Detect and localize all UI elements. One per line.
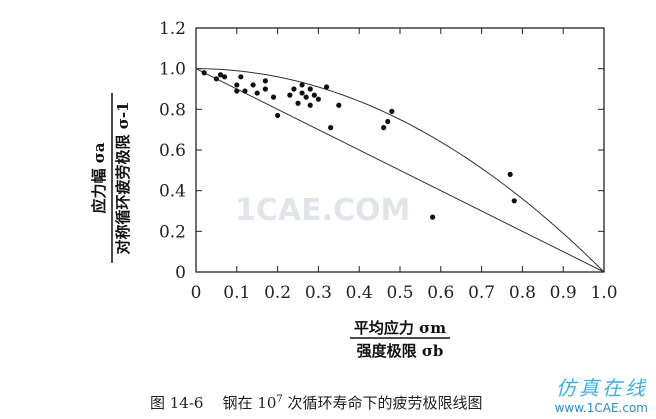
data-point [299, 82, 305, 88]
x-tick-label: 0.6 [427, 283, 454, 303]
data-point [511, 198, 517, 204]
scatter-points [201, 70, 517, 220]
brand-url: www.1CAE.com [554, 401, 648, 415]
data-point [311, 92, 317, 98]
data-point [295, 100, 301, 106]
x-tick-label: 0.9 [550, 283, 577, 303]
chart-axes [195, 27, 605, 273]
brand-watermark: 仿真在线 www.1CAE.com [555, 372, 648, 415]
data-point [213, 76, 219, 82]
y-tick-label: 0.2 [159, 222, 186, 242]
data-point [262, 86, 268, 92]
watermark-text: 1CAE.COM [235, 193, 410, 228]
caption-prefix: 图 14-6 [150, 394, 204, 412]
x-tick-labels: 0 0.1 0.2 0.3 0.4 0.5 0.6 0.7 0.8 0.9 1.0 [191, 283, 618, 303]
x-tick-label: 0.2 [264, 283, 291, 303]
data-point [299, 90, 305, 96]
data-point [303, 94, 309, 100]
data-point [328, 125, 334, 131]
data-point [250, 82, 256, 88]
data-point [275, 112, 281, 119]
y-tick-label: 0 [175, 263, 186, 283]
gerber-curve [196, 68, 605, 273]
data-point [381, 125, 387, 131]
x-tick-label: 0.5 [386, 283, 413, 303]
plot-frame [195, 27, 605, 273]
data-point [270, 94, 277, 100]
x-label-denominator: 强度极限 σb [357, 342, 444, 360]
data-point [262, 78, 268, 84]
data-point [221, 74, 228, 80]
data-point [254, 90, 260, 96]
data-point [242, 88, 248, 94]
y-tick-labels: 0 0.2 0.4 0.6 0.8 1.0 1.2 [159, 19, 186, 283]
data-point [389, 108, 395, 114]
x-tick-label: 0.8 [509, 283, 536, 303]
x-tick-label: 0 [191, 283, 202, 303]
x-tick-label: 0.1 [223, 283, 250, 303]
data-point [385, 118, 391, 125]
y-tick-label: 0.8 [159, 100, 186, 120]
x-label-numerator: 平均应力 σm [354, 319, 446, 337]
data-point [217, 72, 224, 78]
data-point [507, 171, 513, 177]
y-tick-label: 0.4 [159, 182, 186, 202]
caption-text-a: 钢在 10 [222, 394, 277, 412]
caption-text-b: 次循环寿命下的疲劳极限线图 [282, 394, 483, 412]
goodman-line [195, 68, 605, 273]
data-point [287, 92, 293, 98]
figure-caption: 图 14-6 钢在 107 次循环寿命下的疲劳极限线图 [150, 392, 483, 413]
y-label-denominator: 对称循环疲劳极限 σ-1 [114, 102, 132, 255]
data-point [307, 86, 313, 92]
x-tick-label: 0.7 [468, 283, 495, 303]
y-label-numerator: 应力幅 σa [90, 142, 108, 213]
y-tick-label: 0.6 [159, 141, 186, 161]
brand-cn: 仿真在线 [556, 376, 648, 400]
y-axis-label: 应力幅 σa 对称循环疲劳极限 σ-1 [90, 93, 132, 263]
x-tick-label: 0.3 [305, 283, 332, 303]
data-point [336, 102, 342, 108]
data-point [430, 214, 436, 220]
data-point [323, 84, 330, 90]
y-tick-label: 1.2 [159, 19, 186, 39]
x-tick-label: 1.0 [590, 283, 617, 303]
y-tick-label: 1.0 [159, 60, 186, 80]
data-point [238, 74, 244, 80]
data-point [234, 82, 240, 88]
data-point [307, 102, 313, 108]
data-point [234, 88, 240, 94]
data-point [291, 86, 297, 92]
chart-lines [195, 68, 605, 273]
caption-exponent: 7 [276, 394, 283, 405]
data-point [201, 70, 207, 76]
x-axis-label: 平均应力 σm 强度极限 σb [350, 319, 450, 360]
x-tick-label: 0.4 [346, 283, 373, 303]
data-point [315, 96, 321, 102]
